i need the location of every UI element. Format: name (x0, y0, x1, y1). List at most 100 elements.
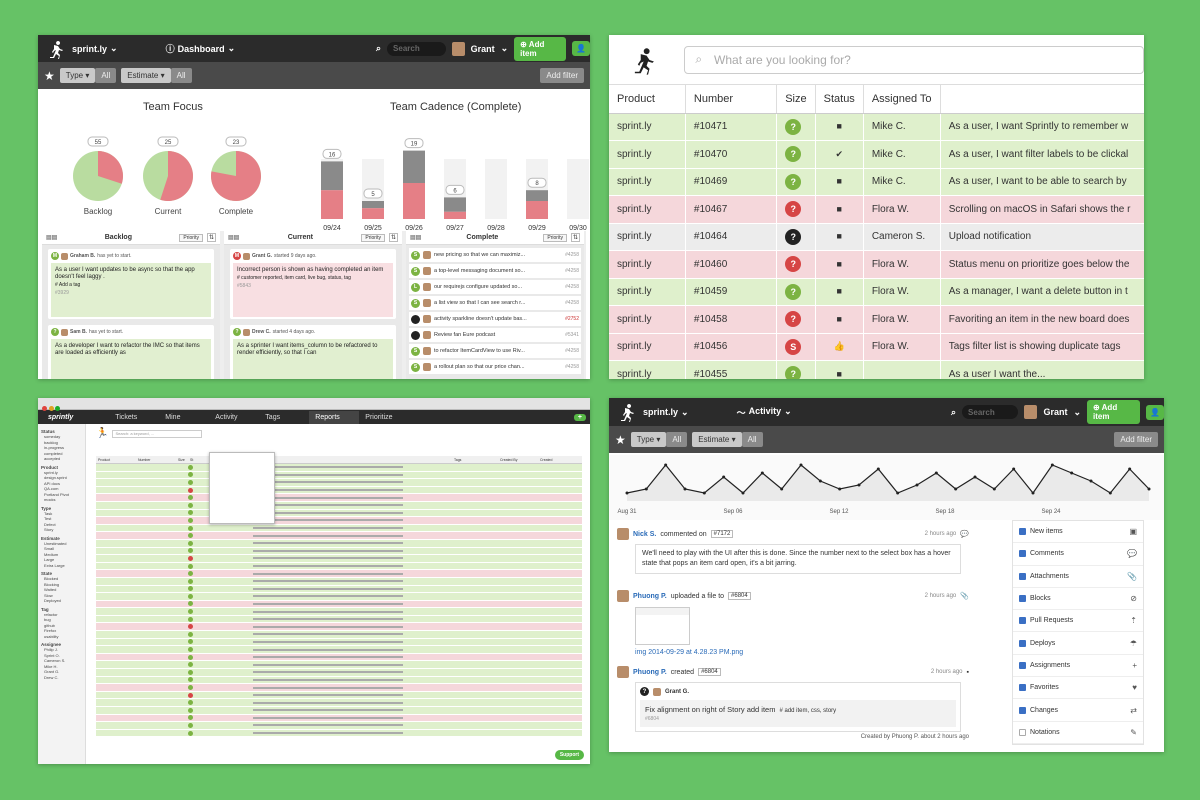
bar-segment-red[interactable] (403, 183, 425, 219)
bar-segment-gray[interactable] (362, 201, 384, 209)
table-row[interactable] (96, 577, 582, 586)
folder-icon[interactable]: ■ (836, 313, 842, 324)
table-row[interactable]: sprint.ly #10458? ■ Flora W. Favoriting an i… (609, 305, 1144, 334)
sparkline-point[interactable] (954, 487, 958, 491)
brand[interactable]: sprintly (48, 413, 74, 421)
close-window-icon[interactable] (42, 406, 47, 411)
add-user-icon[interactable]: 👤 (572, 41, 590, 56)
sparkline-point[interactable] (683, 487, 687, 491)
sidebar-item[interactable]: Philip J. (44, 647, 59, 652)
item-card[interactable]: ? Drew C. started 4 days ago. As a sprinter… (230, 325, 396, 379)
view-selector[interactable]: ⓘ Dashboard ⌄ (166, 42, 236, 55)
assignee-name[interactable]: Sam B. (70, 329, 87, 335)
table-row[interactable] (96, 501, 582, 510)
sidebar-item[interactable]: Grant G. (44, 669, 60, 674)
table-row[interactable]: sprint.ly #10471? ■ Mike C. As a user, I wan… (609, 113, 1144, 141)
sidebar-item[interactable]: Mike H. (44, 663, 58, 669)
file-link[interactable]: img 2014-09-29 at 4.28.23 PM.png (635, 649, 744, 656)
sidebar-item[interactable]: in-progress (44, 445, 65, 450)
search-input[interactable]: Search: a keyword, ... (112, 429, 203, 438)
file-thumbnail[interactable] (635, 607, 690, 645)
sidebar-item[interactable]: Portland Pivot (44, 491, 69, 497)
filter-value[interactable]: All (170, 68, 192, 83)
table-row[interactable] (96, 722, 582, 730)
sparkline-point[interactable] (760, 471, 764, 475)
table-row[interactable] (96, 593, 582, 601)
title-cell[interactable]: As a user, I want to be able to search b… (940, 168, 1144, 196)
filter-type[interactable]: Type ▾ (630, 432, 667, 447)
search-input[interactable]: ⌕ What are you looking for? (684, 45, 1144, 74)
card-tags[interactable]: # Add a tag (55, 282, 81, 288)
sidebar-item[interactable]: Defect (44, 521, 56, 527)
table-row[interactable] (96, 555, 582, 563)
table-row[interactable] (96, 509, 582, 518)
sidebar-item[interactable]: Test (44, 516, 52, 521)
sidebar-item[interactable]: Small (44, 546, 55, 551)
sidebar-item[interactable]: QA.com (44, 486, 59, 491)
table-row[interactable]: sprint.ly #10469? ■ Mike C. As a user, I wan… (609, 168, 1144, 196)
folder-icon[interactable]: ■ (836, 231, 842, 242)
sort-select[interactable]: Priority (179, 233, 203, 242)
sidebar-item[interactable]: backlog (44, 439, 58, 445)
item-ref[interactable]: #7172 (710, 530, 734, 538)
add-user-icon[interactable]: 👤 (1146, 404, 1164, 420)
number-cell[interactable]: #10469 (685, 168, 778, 196)
table-row[interactable] (96, 729, 582, 738)
size-badge[interactable]: ? (785, 366, 802, 379)
table-row[interactable] (96, 524, 582, 533)
card-tags[interactable]: # customer reported, item card, live bug… (237, 275, 351, 281)
table-row[interactable] (96, 600, 582, 609)
support-button[interactable]: Support (554, 750, 584, 760)
sidebar-item[interactable]: someday (44, 434, 61, 439)
sparkline-point[interactable] (1070, 471, 1074, 475)
filter-value[interactable]: All (666, 432, 688, 447)
sidebar-item[interactable]: API docs (44, 480, 61, 486)
sparkline-point[interactable] (1050, 463, 1054, 467)
star-icon[interactable]: ★ (615, 432, 626, 447)
folder-icon[interactable]: ■ (836, 286, 842, 297)
nav-tab-prioritize[interactable]: Prioritize (365, 413, 393, 421)
sidebar-item[interactable]: bug (44, 617, 51, 622)
checkbox[interactable] (1019, 572, 1026, 580)
bar-segment-red[interactable] (444, 211, 466, 219)
minimize-window-icon[interactable] (49, 406, 54, 411)
table-row[interactable]: sprint.ly #10456 S 👍 Flora W. Tags filter lis… (609, 333, 1144, 361)
column-header[interactable]: Product (609, 85, 686, 114)
folder-icon[interactable]: ■ (836, 258, 842, 269)
size-badge[interactable]: ? (785, 201, 802, 218)
assignee-name[interactable]: Drew C. (252, 329, 271, 335)
user-name[interactable]: Grant (470, 43, 495, 54)
table-row[interactable] (96, 615, 582, 624)
column-header[interactable]: Created (540, 457, 553, 462)
title-cell[interactable]: As a user, I want filter labels to be cl… (940, 140, 1144, 169)
sidebar-item[interactable]: Story (44, 527, 54, 532)
dropdown-menu[interactable] (209, 452, 275, 524)
filter-estimate[interactable]: Estimate ▾ (692, 432, 742, 447)
number-cell[interactable]: #10460 (685, 250, 778, 279)
size-badge[interactable]: ? (785, 311, 802, 328)
sidebar-item[interactable]: Waited (44, 587, 57, 592)
number-cell[interactable]: #10467 (685, 195, 778, 224)
table-row[interactable] (96, 714, 582, 723)
size-badge[interactable]: ? (785, 118, 802, 135)
table-row[interactable] (96, 494, 582, 502)
sidebar-item[interactable]: completed (44, 450, 63, 456)
number-cell[interactable]: #10459 (685, 278, 778, 306)
activity-filter-new-items[interactable]: New items ▣ (1013, 521, 1143, 544)
sort-direction-icon[interactable]: ⇅ (206, 233, 216, 242)
activity-filter-assignments[interactable]: Assignments + (1013, 655, 1143, 678)
view-toggle-icon[interactable]: ▤▤ (410, 235, 422, 241)
nav-tab-reports[interactable]: Reports (309, 410, 360, 424)
table-row[interactable] (96, 631, 582, 639)
sidebar-item[interactable]: sprint.ly (44, 469, 58, 475)
avatar[interactable] (617, 590, 629, 602)
sparkline-point[interactable] (1012, 467, 1016, 471)
sparkline-point[interactable] (644, 487, 648, 491)
sparkline-point[interactable] (915, 483, 919, 487)
complete-item[interactable]: activity sparkline doesn't update bas...… (409, 312, 581, 326)
size-badge[interactable]: ? (785, 173, 802, 190)
add-filter-button[interactable]: Add filter (540, 68, 584, 83)
title-cell[interactable]: As a user I want the... (940, 360, 1144, 379)
bar-segment-gray[interactable] (526, 190, 548, 201)
filter-value[interactable]: All (741, 432, 763, 447)
